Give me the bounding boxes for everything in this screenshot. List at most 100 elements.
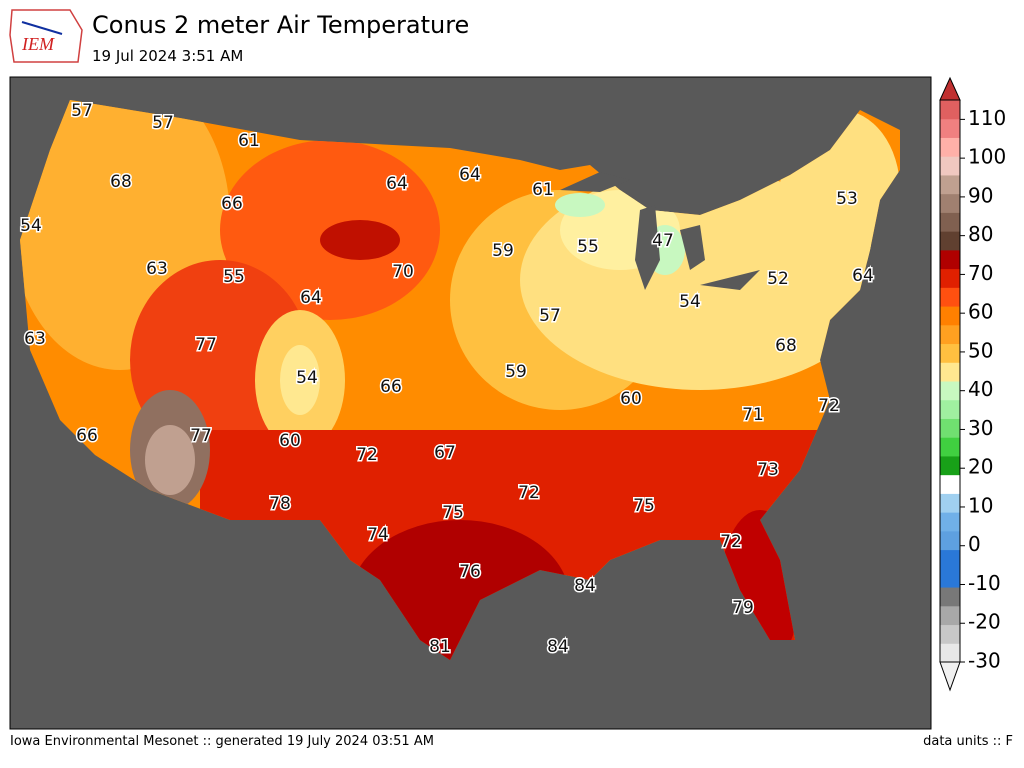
station-value: 64: [386, 174, 408, 194]
colorbar-tick-label: 50: [968, 338, 993, 362]
station-value: 64: [852, 266, 874, 286]
station-value: 54: [20, 216, 42, 236]
station-value: 68: [775, 336, 797, 356]
colorbar-tick-label: 100: [968, 145, 1006, 169]
colorbar: -30 -20 -10 0 10 20 30 40 50 60 70 80 90 100 110: [939, 76, 1006, 692]
station-value: 70: [392, 262, 414, 282]
colorbar-segment: [940, 399, 960, 419]
colorbar-tick-label: -20: [968, 610, 1001, 634]
colorbar-segment: [940, 549, 960, 569]
title: Conus 2 meter Air Temperature: [92, 11, 469, 39]
colorbar-tick-label: 110: [968, 106, 1006, 130]
colorbar-arrow-top: [939, 76, 961, 101]
station-value: 60: [620, 389, 642, 409]
station-value: 66: [221, 194, 243, 214]
colorbar-segment: [940, 493, 960, 513]
station-value: 77: [195, 335, 217, 355]
colorbar-segment: [940, 587, 960, 607]
station-value: 81: [429, 637, 451, 657]
colorbar-segment: [940, 605, 960, 626]
station-value: 61: [238, 131, 260, 151]
station-value: 72: [518, 483, 540, 503]
station-value: 75: [633, 496, 655, 516]
footer-right: data units :: F: [923, 734, 1013, 749]
station-value: 52: [767, 269, 789, 289]
colorbar-segment: [940, 455, 960, 476]
station-value: 67: [434, 443, 456, 463]
colorbar-segment: [940, 343, 960, 363]
colorbar-tick-label: 80: [968, 222, 993, 246]
station-value: 72: [818, 396, 840, 416]
great-lakes: [560, 172, 760, 290]
colorbar-tick-label: 20: [968, 455, 993, 479]
colorbar-segment: [940, 624, 960, 644]
logo: IEM: [9, 9, 83, 63]
colorbar-tick-label: -10: [968, 571, 1001, 595]
station-value: 57: [539, 306, 561, 326]
station-value: 75: [442, 503, 464, 523]
colorbar-segment: [940, 381, 960, 401]
station-value: 72: [720, 532, 742, 552]
colorbar-segment: [940, 306, 960, 326]
footer-left: Iowa Environmental Mesonet :: generated …: [10, 734, 434, 749]
station-value: 72: [356, 445, 378, 465]
station-value: 61: [532, 180, 554, 200]
colorbar-tick-label: 0: [968, 532, 981, 556]
colorbar-segment: [940, 193, 960, 213]
colorbar-tick-label: 10: [968, 493, 993, 517]
colorbar-segment: [940, 118, 960, 138]
station-value: 84: [547, 637, 569, 657]
station-value: 84: [574, 576, 596, 596]
colorbar-segment: [940, 643, 960, 663]
station-value: 55: [223, 267, 245, 287]
colorbar-segment: [940, 156, 960, 176]
station-value: 64: [300, 288, 322, 308]
station-value: 64: [459, 165, 481, 185]
station-value: 53: [836, 189, 858, 209]
colorbar-segment: [940, 212, 960, 232]
station-value: 59: [492, 241, 514, 261]
station-value: 55: [577, 237, 599, 257]
station-value: 76: [459, 562, 481, 582]
colorbar-tick-label: 90: [968, 183, 993, 207]
station-value: 74: [367, 525, 389, 545]
colorbar-segment: [940, 137, 960, 157]
colorbar-tick-label: 70: [968, 261, 993, 285]
colorbar-segment: [940, 437, 960, 457]
colorbar-segment: [940, 568, 960, 588]
station-value: 63: [24, 329, 46, 349]
station-value: 66: [76, 426, 98, 446]
colorbar-arrow-bottom: [939, 661, 961, 692]
station-labels: 57 57 61 68 66 64 64 61 54 53 63 55 70 59 55 47 64 52 64 54…: [19, 100, 876, 659]
colorbar-outline: [939, 99, 961, 663]
colorbar-tick-label: -30: [968, 649, 1001, 673]
colorbar-segment: [940, 362, 960, 382]
station-value: 54: [679, 292, 701, 312]
colorbar-tick-label: 60: [968, 300, 993, 324]
colorbar-segment: [940, 100, 960, 120]
station-value: 73: [757, 460, 779, 480]
station-value: 47: [652, 231, 674, 251]
colorbar-segment: [940, 287, 960, 307]
colorbar-segment: [940, 418, 960, 438]
station-value: 57: [152, 113, 174, 133]
station-value: 57: [71, 101, 93, 121]
colorbar-segment: [940, 174, 960, 195]
colorbar-tick-label: 30: [968, 416, 993, 440]
colorbar-segment: [940, 512, 960, 532]
colorbar-segment: [940, 530, 960, 551]
station-value: 77: [190, 426, 212, 446]
station-value: 60: [279, 431, 301, 451]
station-value: 63: [146, 259, 168, 279]
colorbar-segment: [940, 324, 960, 345]
colorbar-segment: [940, 268, 960, 288]
station-value: 68: [110, 172, 132, 192]
station-value: 79: [732, 598, 754, 618]
station-value: 54: [296, 368, 318, 388]
station-value: 71: [742, 405, 764, 425]
colorbar-segment: [940, 249, 960, 270]
colorbar-segment: [940, 474, 960, 494]
colorbar-segment: [940, 231, 960, 251]
station-value: 59: [505, 362, 527, 382]
